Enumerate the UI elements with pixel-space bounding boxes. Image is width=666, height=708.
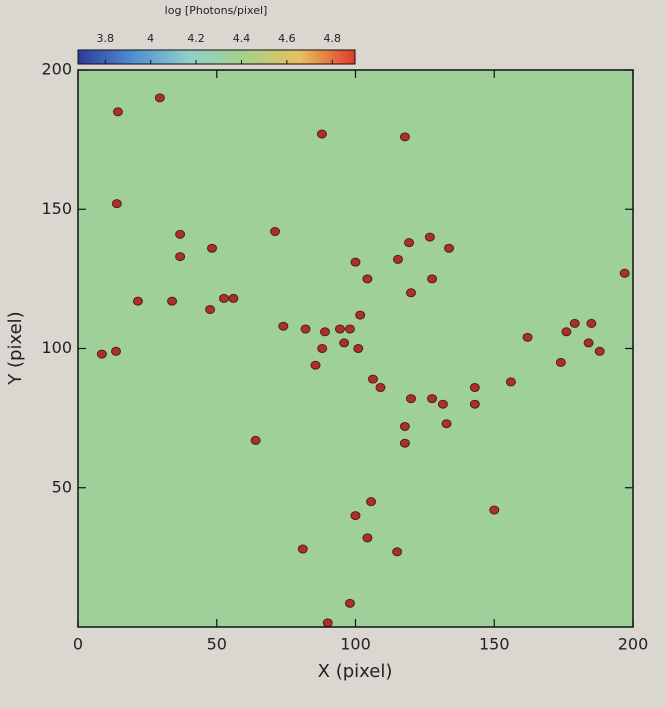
x-tick-label: 200 (618, 635, 649, 654)
spot (583, 338, 594, 348)
spot (334, 324, 345, 334)
spot (406, 394, 416, 404)
spot (594, 346, 605, 356)
spot (218, 293, 229, 303)
spot (441, 419, 452, 429)
spot (555, 357, 566, 367)
spot (362, 274, 373, 284)
spot (489, 505, 500, 515)
spot (350, 257, 361, 267)
spot (297, 544, 308, 554)
spot (392, 547, 403, 557)
spot (437, 399, 448, 409)
spot (619, 268, 630, 278)
y-tick-label: 150 (41, 199, 72, 218)
spot (300, 324, 311, 334)
spot (175, 252, 186, 262)
spot (339, 338, 350, 348)
spot (350, 511, 361, 521)
spot (319, 327, 330, 337)
spot (469, 382, 480, 392)
spot (250, 435, 261, 445)
spot (399, 132, 410, 142)
spot (406, 288, 416, 298)
spot (96, 349, 107, 359)
spot (322, 618, 333, 628)
spot (522, 332, 533, 342)
colorbar-tick-label: 4.4 (233, 32, 251, 45)
spot (392, 254, 403, 264)
colorbar (77, 49, 356, 65)
x-tick-label: 150 (479, 635, 510, 654)
spot (355, 310, 366, 320)
spot (424, 232, 435, 242)
spot (569, 318, 580, 328)
spot (175, 229, 186, 239)
spot (316, 129, 327, 139)
spot (317, 344, 328, 353)
spot (505, 377, 516, 387)
y-tick-label: 50 (52, 477, 72, 496)
spot (375, 382, 386, 392)
spot (310, 360, 321, 370)
colorbar-tick-label: 3.8 (96, 32, 114, 45)
spot (111, 346, 122, 356)
spot (270, 227, 281, 237)
spot (362, 533, 373, 543)
spot (111, 199, 122, 209)
spot (167, 296, 178, 306)
spot (154, 93, 165, 103)
spot (367, 374, 378, 384)
colorbar-tick-label: 4 (147, 32, 154, 45)
spot (207, 243, 218, 253)
x-tick-label: 100 (340, 635, 371, 654)
spot (132, 296, 143, 306)
spot (344, 324, 355, 334)
x-tick-label: 50 (207, 635, 227, 654)
spot (112, 107, 123, 117)
spot (561, 327, 572, 337)
colorbar-label: log [Photons/pixel] (165, 4, 268, 17)
y-tick-label: 100 (41, 338, 72, 357)
spot (469, 399, 480, 409)
spot (205, 305, 216, 315)
y-tick-label: 200 (41, 60, 72, 79)
spot (586, 318, 597, 328)
spot (228, 293, 239, 303)
spot (404, 238, 415, 248)
x-axis-label: X (pixel) (318, 661, 393, 682)
spot (427, 394, 438, 404)
x-tick-label: 0 (73, 635, 83, 654)
spot (444, 243, 455, 253)
spot (353, 344, 364, 353)
colorbar-tick-label: 4.6 (278, 32, 296, 45)
spot (344, 598, 355, 608)
spot (366, 497, 377, 507)
spot (278, 321, 289, 331)
colorbar-tick-label: 4.8 (324, 32, 342, 45)
y-axis-label: Y (pixel) (5, 311, 26, 385)
colorbar-tick-label: 4.2 (187, 32, 205, 45)
spot (427, 274, 438, 284)
spot (399, 438, 410, 448)
spot (399, 421, 410, 431)
